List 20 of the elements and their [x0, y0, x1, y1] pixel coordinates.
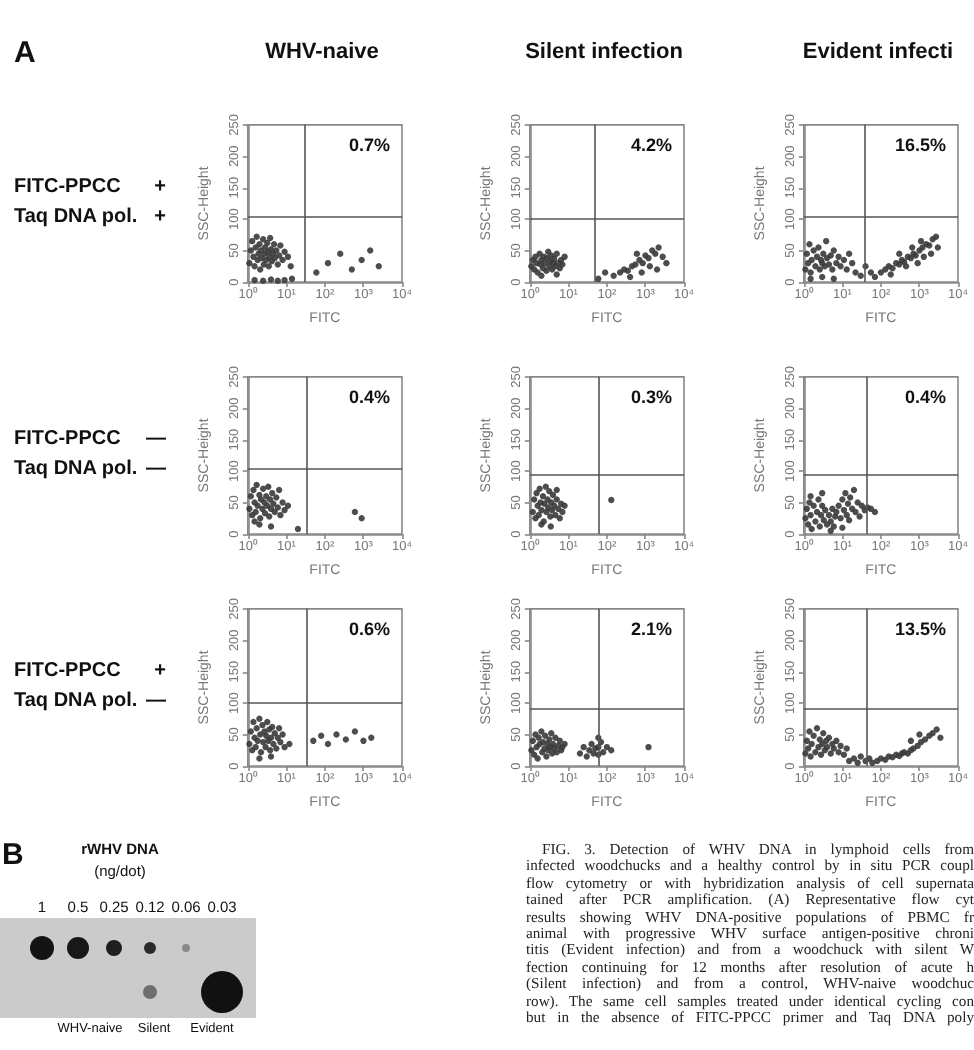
- text: Taq DNA pol. —: [14, 457, 166, 481]
- annotation: 16.5%: [894, 135, 947, 155]
- text: Taq DNA pol. +: [14, 205, 166, 229]
- annotation: 2.1%: [630, 619, 672, 639]
- category-label: Evident infecti: [802, 40, 954, 66]
- category-label: Silent infection: [525, 40, 683, 66]
- text: A: [14, 36, 36, 70]
- text: FITC-PPCC —: [14, 427, 166, 449]
- annotation: 13.5%: [894, 619, 947, 639]
- annotation: 0.7%: [348, 135, 390, 155]
- text: Taq DNA pol. —: [14, 689, 166, 713]
- annotation: 0.3%: [630, 387, 672, 407]
- annotation: 0.4%: [904, 387, 946, 407]
- annotation: 0.6%: [348, 619, 390, 639]
- annotation: 0.4%: [348, 387, 390, 407]
- category-label: WHV-naive: [265, 40, 379, 66]
- text: B: [2, 838, 24, 872]
- annotation: 4.2%: [630, 135, 672, 155]
- text: FITC-PPCC +: [14, 659, 166, 681]
- text: FITC-PPCC +: [14, 175, 166, 197]
